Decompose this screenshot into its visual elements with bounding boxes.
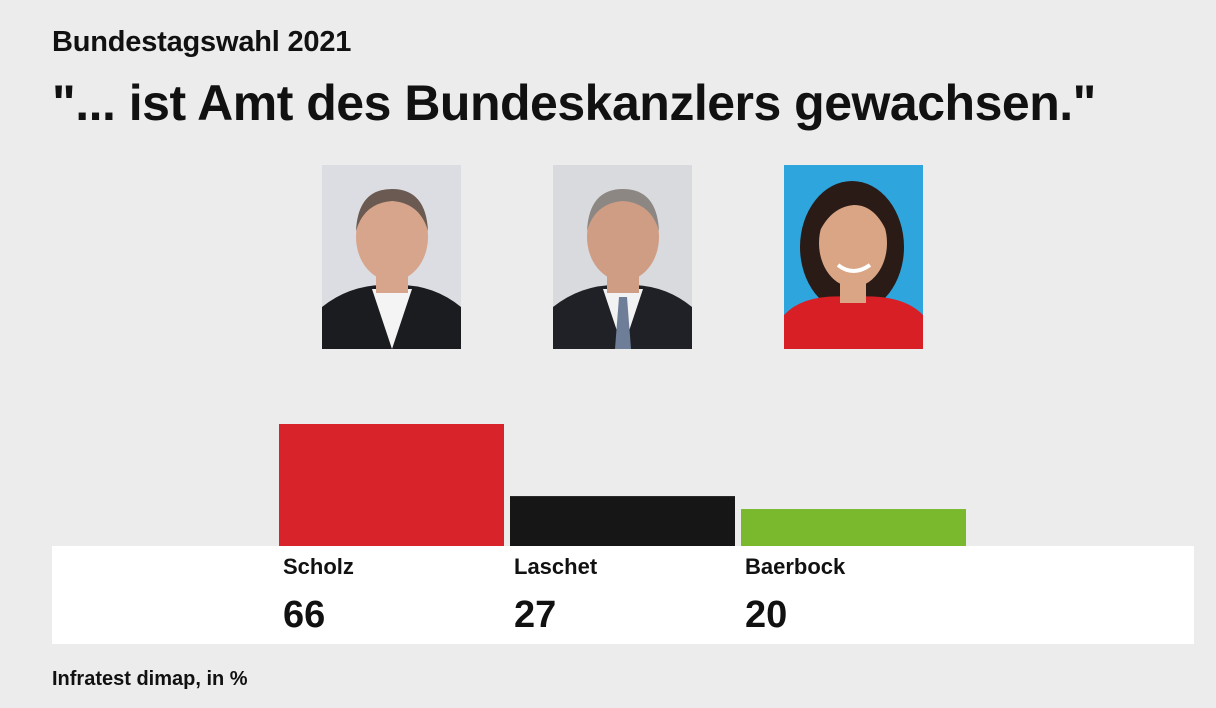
bar-baerbock bbox=[741, 509, 966, 546]
portrait-baerbock-icon bbox=[784, 165, 923, 349]
category-label-scholz: Scholz bbox=[283, 554, 354, 579]
portrait-laschet-image bbox=[553, 165, 692, 349]
value-label-laschet: 27 bbox=[514, 594, 557, 636]
portrait-laschet-icon bbox=[553, 165, 692, 349]
source-note: Infratest dimap, in % bbox=[52, 668, 248, 690]
portrait-scholz-image bbox=[322, 165, 461, 349]
bar-scholz bbox=[279, 424, 504, 546]
bar-laschet bbox=[510, 496, 735, 546]
portrait-scholz-icon bbox=[322, 165, 461, 349]
chart-kicker: Bundestagswahl 2021 bbox=[52, 26, 352, 58]
portrait-baerbock-image bbox=[784, 165, 923, 349]
chart-headline: "... ist Amt des Bundeskanzlers gewachse… bbox=[52, 75, 1096, 131]
label-panel bbox=[52, 546, 1194, 644]
category-label-laschet: Laschet bbox=[514, 554, 598, 579]
value-label-baerbock: 20 bbox=[745, 594, 788, 636]
category-label-baerbock: Baerbock bbox=[745, 554, 846, 579]
value-label-scholz: 66 bbox=[283, 594, 326, 636]
